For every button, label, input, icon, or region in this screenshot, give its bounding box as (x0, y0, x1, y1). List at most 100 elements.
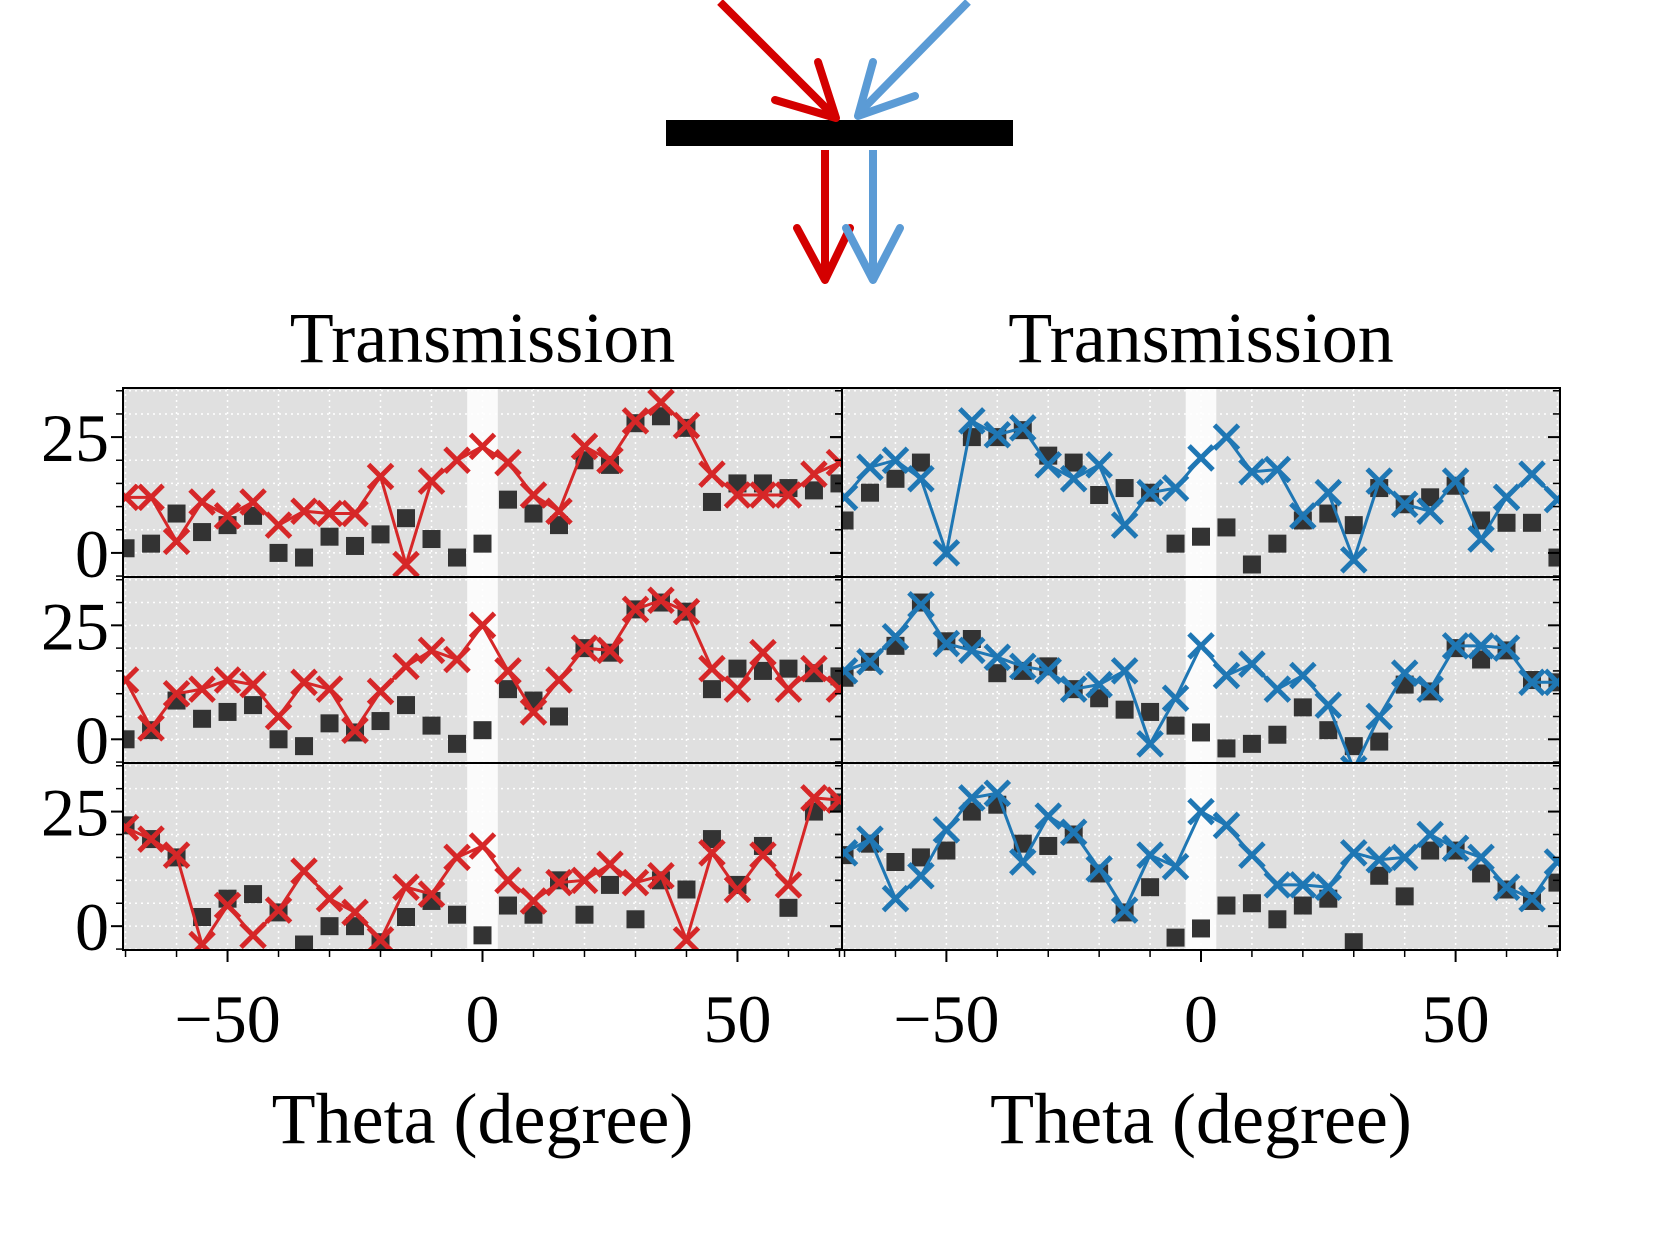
square-marker (702, 680, 721, 699)
cross-marker (672, 411, 701, 440)
square-marker (1548, 548, 1560, 567)
square-marker (702, 492, 721, 511)
cross-marker (621, 868, 650, 897)
square-marker (842, 668, 854, 687)
square-marker (677, 880, 696, 899)
square-marker (600, 875, 619, 894)
square-marker (1421, 841, 1440, 860)
cross-marker (417, 467, 446, 495)
cross-marker (392, 873, 420, 901)
square-marker (779, 898, 798, 917)
square-marker (1268, 534, 1287, 553)
subplot: Transmission (830, 298, 1561, 578)
square-marker (886, 853, 905, 871)
cross-marker (825, 448, 842, 477)
square-marker (1293, 896, 1312, 915)
cross-marker (137, 483, 165, 512)
cross-marker (188, 675, 216, 703)
cross-marker (983, 779, 1012, 808)
square-marker (1293, 698, 1312, 717)
square-marker (779, 659, 798, 678)
square-marker (193, 908, 212, 926)
cross-marker (1365, 845, 1393, 874)
square-marker (167, 504, 186, 523)
cross-marker (1416, 675, 1444, 703)
cross-marker (341, 499, 369, 528)
incident-arrow-blue (857, 0, 971, 115)
square-marker (1242, 894, 1261, 913)
cross-marker (213, 666, 242, 694)
cross-marker (545, 666, 573, 694)
cross-marker (468, 432, 497, 461)
subplot: 0 25 Transmission (41, 298, 843, 592)
x-axis-label: Theta (degree) (990, 1079, 1412, 1159)
square-marker (1192, 919, 1210, 938)
square-marker (1166, 716, 1185, 735)
cross-marker (932, 816, 961, 844)
square-marker (1344, 737, 1363, 756)
cross-marker (856, 453, 884, 481)
square-marker (830, 667, 842, 686)
cross-marker (672, 597, 701, 626)
cross-marker (907, 591, 935, 619)
square-marker (1064, 453, 1083, 472)
square-marker (123, 730, 135, 749)
square-marker (861, 483, 880, 502)
square-marker (422, 530, 441, 549)
cross-marker (1238, 841, 1266, 869)
cross-marker (1136, 730, 1164, 758)
cross-marker (1467, 632, 1495, 660)
square-marker (911, 848, 930, 867)
cross-marker (881, 884, 910, 913)
cross-marker (1110, 511, 1139, 539)
cross-marker (1212, 661, 1241, 690)
cross-marker (1059, 818, 1088, 846)
cross-marker (392, 550, 420, 577)
square-marker (1319, 721, 1338, 740)
square-marker (448, 548, 467, 567)
cross-marker (290, 857, 318, 885)
square-marker (524, 905, 543, 924)
incident-arrow-red (717, 0, 836, 118)
cross-marker (519, 698, 548, 726)
square-marker (1141, 702, 1160, 721)
cross-marker (315, 499, 344, 528)
cross-marker (1467, 843, 1495, 872)
cross-marker (341, 716, 369, 744)
square-marker (1242, 734, 1261, 753)
square-marker (269, 543, 288, 562)
cross-marker (1492, 483, 1521, 512)
y-tick-label: 25 (41, 775, 109, 851)
square-marker (1268, 725, 1287, 744)
cross-marker (1136, 841, 1164, 869)
cross-marker (519, 481, 548, 509)
cross-marker (545, 868, 573, 897)
cross-marker (647, 861, 675, 890)
cross-marker (800, 460, 828, 488)
square-marker (600, 455, 619, 474)
square-marker (1166, 928, 1185, 947)
cross-marker (264, 896, 293, 924)
cross-marker (1340, 546, 1368, 574)
band (1185, 388, 1217, 577)
cross-marker (1034, 657, 1062, 685)
cross-marker (443, 645, 471, 674)
square-marker (422, 716, 441, 735)
cross-marker (749, 638, 777, 667)
cross-marker (723, 675, 752, 703)
cross-marker (162, 679, 191, 708)
plot-area (123, 784, 842, 950)
square-marker (346, 917, 365, 936)
cross-marker (800, 784, 828, 812)
square-marker (320, 917, 339, 936)
cross-marker (443, 446, 471, 475)
square-marker (1217, 739, 1236, 758)
cross-marker (1238, 458, 1266, 486)
cross-marker (749, 481, 777, 509)
square-marker (1115, 479, 1134, 498)
y-tick-label: 0 (75, 889, 109, 965)
square-marker (269, 730, 288, 749)
square-marker (1217, 518, 1236, 537)
x-tick-label: 50 (1422, 981, 1490, 1057)
square-marker (498, 490, 517, 509)
